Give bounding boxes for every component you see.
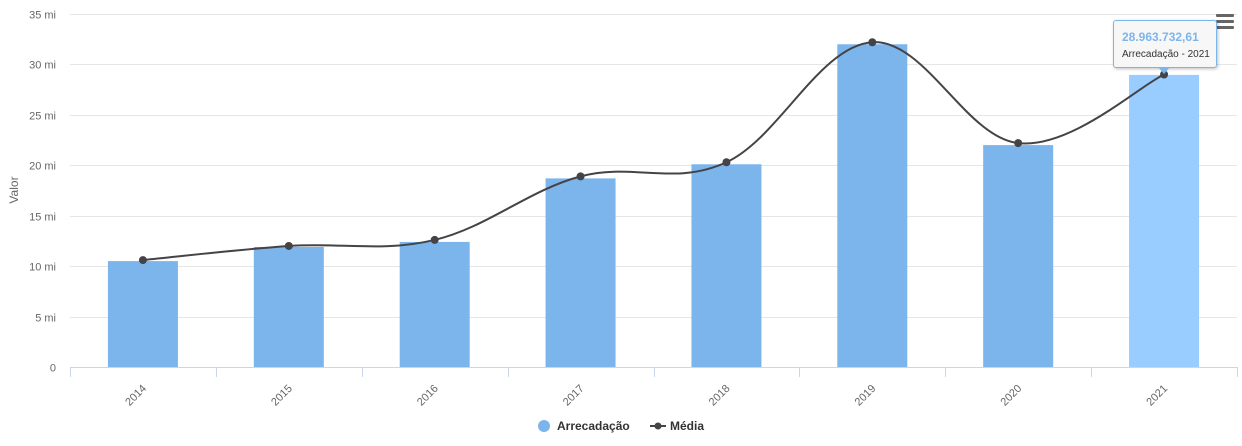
chart-menu-button[interactable] [1214, 14, 1236, 34]
y-tick-label: 5 mi [35, 313, 56, 325]
bar-2021[interactable] [1129, 74, 1200, 367]
chart-tooltip: 28.963.732,61 Arrecadação - 2021 [1113, 20, 1217, 74]
bar-2016[interactable] [399, 241, 470, 367]
tooltip-value: 28.963.732,61 [1122, 30, 1199, 44]
line-media[interactable] [142, 41, 1165, 262]
y-axis-label: Valor [7, 176, 21, 203]
x-tick-label: 2014 [123, 383, 149, 409]
x-tick-label: 2019 [853, 383, 879, 409]
tooltip-arrow [1158, 67, 1170, 74]
menu-icon-bar [1216, 26, 1234, 29]
legend[interactable]: Arrecadação Média [538, 419, 704, 433]
x-tick-label: 2017 [561, 383, 587, 409]
bar-2019[interactable] [837, 44, 908, 367]
axes [70, 367, 1238, 377]
y-tick-label: 15 mi [29, 212, 56, 224]
x-tick-label: 2018 [707, 383, 733, 409]
bar-2020[interactable] [983, 145, 1054, 367]
y-tick-label: 25 mi [29, 111, 56, 123]
line-point-2016[interactable] [430, 235, 439, 244]
line-point-2020[interactable] [1014, 139, 1023, 148]
y-tick-label: 30 mi [29, 60, 56, 72]
x-tick-label: 2016 [415, 383, 441, 409]
line-point-2018[interactable] [722, 158, 731, 167]
grid-lines [70, 14, 1237, 318]
x-tick-label: 2015 [269, 383, 295, 409]
legend-label-line[interactable]: Média [670, 419, 704, 433]
y-tick-label: 0 [50, 363, 56, 375]
legend-label-bar[interactable]: Arrecadação [557, 419, 630, 433]
x-tick-label: 2021 [1144, 383, 1170, 409]
line-point-2015[interactable] [284, 241, 293, 250]
bar-series[interactable] [107, 44, 1200, 367]
menu-icon-bar [1216, 14, 1234, 17]
bar-2015[interactable] [253, 246, 324, 367]
bar-2017[interactable] [545, 178, 616, 367]
bar-2014[interactable] [107, 261, 178, 367]
line-point-2019[interactable] [868, 38, 877, 47]
tooltip-label: Arrecadação - 2021 [1122, 49, 1210, 60]
y-tick-label: 20 mi [29, 161, 56, 173]
x-tick-label: 2020 [999, 383, 1025, 409]
y-tick-label: 10 mi [29, 262, 56, 274]
legend-swatch-bar[interactable] [538, 420, 550, 432]
line-point-2017[interactable] [576, 172, 585, 181]
bar-2018[interactable] [691, 164, 762, 367]
menu-icon-bar [1216, 20, 1234, 23]
y-tick-label: 35 mi [29, 10, 56, 22]
line-point-2014[interactable] [138, 256, 147, 265]
legend-swatch-line-marker[interactable] [654, 422, 662, 430]
